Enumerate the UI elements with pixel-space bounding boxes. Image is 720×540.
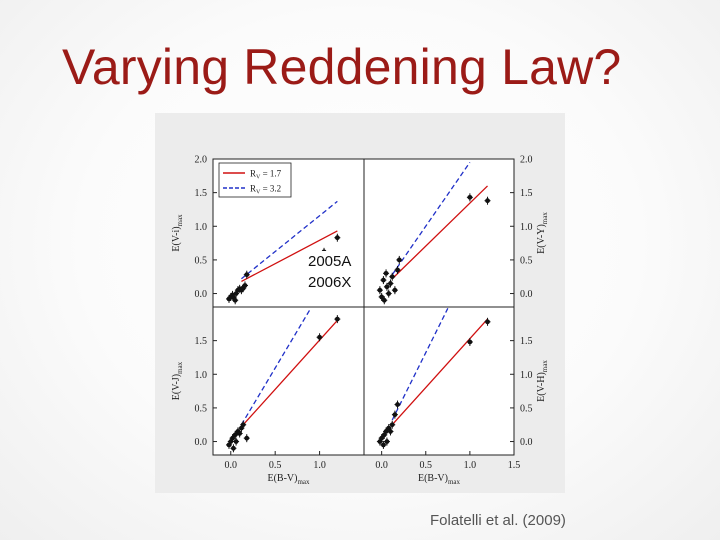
data-point [334, 316, 340, 322]
y-tick-label: 0.5 [195, 403, 208, 414]
data-point [467, 194, 473, 200]
data-point [233, 439, 239, 444]
overlay-sn-2006x: 2006X [308, 274, 352, 291]
citation: Folatelli et al. (2009) [430, 512, 566, 529]
legend-box [218, 162, 292, 198]
data-point [379, 435, 385, 441]
y-axis-label-sub: max [176, 214, 184, 227]
panel-top-right: 0.0 0.5 1.0 1.5 2.0 E(V-Y)max [363, 155, 549, 308]
y-tick-label: 0.5 [195, 255, 208, 266]
data-point [381, 277, 386, 283]
data-point [244, 272, 250, 278]
figure-image: 0.0 0.5 1.0 1.5 2.0 E(V-i)max RV = 1.7 RV = 3.2… [155, 113, 565, 493]
y-axis-label: E(V-i)max [171, 214, 184, 252]
data-point [383, 429, 389, 434]
data-point [485, 319, 490, 325]
y-tick-label: 1.5 [520, 188, 533, 199]
rv32-line [241, 200, 338, 280]
y-axis-label: E(V-Y)max [536, 212, 549, 254]
data-point [392, 412, 398, 418]
x-axis-label: E(B-V)max [418, 473, 461, 486]
rv32-line [391, 161, 471, 276]
y-axis-label: E(V-H)max [536, 360, 549, 402]
data-point [381, 442, 386, 448]
data-point [232, 432, 238, 438]
legend-label-value: = 3.2 [260, 184, 281, 194]
data-point [395, 267, 400, 273]
legend-label-sub: V [256, 175, 261, 181]
data-point [379, 294, 385, 300]
data-point [388, 429, 393, 434]
data-point [232, 297, 238, 303]
panel-frame [363, 306, 515, 456]
x-tick-label: 1.5 [508, 460, 521, 471]
x-tick-label: 0.5 [269, 460, 282, 471]
y-tick-label: 1.5 [195, 336, 208, 347]
y-axis-label-sub: max [176, 361, 184, 374]
legend-label-value: = 1.7 [260, 169, 281, 179]
data-point [230, 435, 235, 441]
rv17-line [391, 185, 488, 280]
data-point [389, 274, 395, 280]
y-tick-label: 0.0 [195, 289, 208, 300]
data-point [383, 270, 389, 276]
data-point [237, 431, 243, 436]
x-axis-label-sub: max [297, 478, 310, 486]
y-tick-label: 1.5 [520, 336, 533, 347]
rv17-line [391, 318, 489, 426]
data-point [242, 283, 248, 288]
slide-title: Varying Reddening Law? [62, 39, 622, 95]
y-tick-label: 1.0 [520, 222, 533, 233]
x-tick-label: 1.0 [464, 460, 477, 471]
y-tick-label: 1.0 [195, 222, 208, 233]
y-tick-label: 0.0 [520, 289, 533, 300]
x-tick-label: 1.0 [313, 460, 326, 471]
data-point [467, 339, 473, 345]
rv17-line [241, 230, 338, 283]
data-point [377, 287, 383, 293]
y-axis-label-sub: max [541, 360, 549, 373]
y-tick-label: 0.0 [195, 437, 208, 448]
legend-label-sub: V [256, 190, 261, 196]
data-point [381, 297, 387, 303]
sn-overlay-label: 2005A 2006X [306, 251, 354, 293]
y-tick-label: 0.5 [520, 255, 533, 266]
data-point [240, 422, 246, 428]
data-point [392, 287, 398, 293]
y-tick-label: 1.5 [195, 188, 208, 199]
data-point [485, 198, 490, 204]
x-axis-label: E(B-V)max [267, 473, 310, 486]
data-point [388, 281, 393, 286]
data-point [244, 435, 250, 441]
data-point [334, 235, 340, 241]
data-point [384, 439, 390, 444]
rv32-line [240, 308, 312, 426]
x-tick-label: 0.0 [375, 460, 388, 471]
y-tick-label: 1.0 [195, 370, 208, 381]
panel-bottom-right: 0.0 0.5 1.0 1.5 0.0 0.5 1.0 1.5 E(B-V)max E(V-H)m… [363, 306, 549, 486]
y-axis-label-sub: max [541, 212, 549, 225]
data-point [396, 257, 402, 263]
x-tick-label: 0.5 [420, 460, 433, 471]
y-tick-label: 2.0 [195, 155, 208, 166]
x-axis-label-sub: max [448, 478, 461, 486]
y-axis-label: E(V-J)max [171, 361, 184, 400]
data-point [386, 291, 392, 296]
y-tick-label: 2.0 [520, 155, 533, 166]
x-tick-label: 0.0 [225, 460, 238, 471]
data-point [384, 284, 390, 290]
data-point [317, 334, 322, 340]
y-tick-label: 0.5 [520, 403, 533, 414]
y-tick-label: 0.0 [520, 437, 533, 448]
y-tick-label: 1.0 [520, 370, 533, 381]
data-point [231, 445, 236, 451]
rv32-line [391, 308, 449, 421]
overlay-sn-2005a: 2005A [308, 253, 352, 270]
data-point [395, 402, 400, 407]
data-point [389, 422, 395, 428]
